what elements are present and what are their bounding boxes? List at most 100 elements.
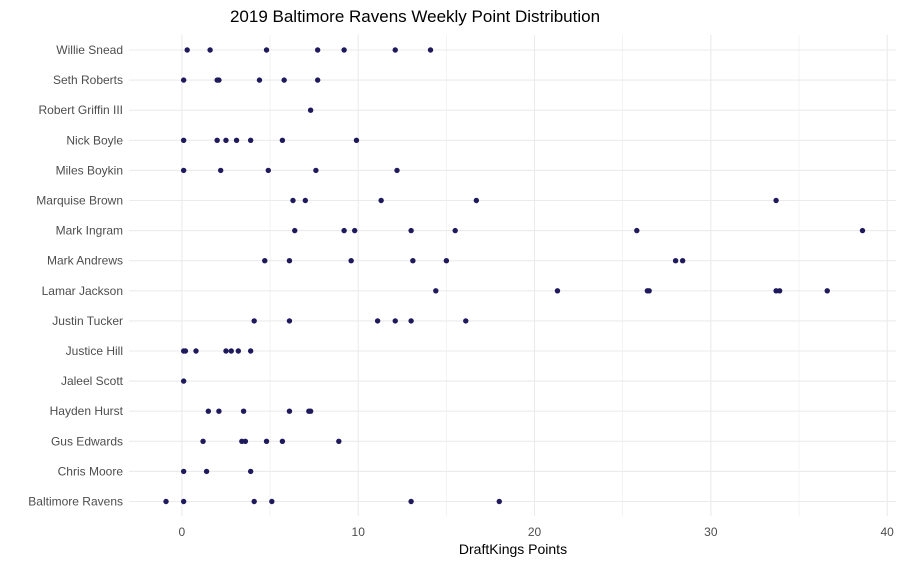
data-point [180, 498, 187, 505]
data-point [392, 318, 398, 324]
data-point [496, 498, 502, 505]
data-point [203, 468, 210, 475]
data-point [408, 227, 414, 234]
y-tick-label: Gus Edwards [51, 434, 123, 448]
data-point [251, 498, 257, 505]
y-tick-label: Baltimore Ravens [28, 495, 123, 509]
data-point [314, 77, 321, 83]
y-tick-label: Mark Ingram [56, 224, 123, 238]
y-tick-label: Justin Tucker [52, 314, 123, 328]
chart-title: 2019 Baltimore Ravens Weekly Point Distr… [230, 7, 600, 26]
data-point [180, 167, 187, 174]
data-point [263, 438, 270, 444]
data-point [207, 47, 213, 53]
data-point [313, 167, 319, 174]
data-point [242, 438, 249, 444]
y-tick-label: Willie Snead [56, 43, 123, 57]
data-point [240, 408, 247, 414]
data-point [223, 137, 229, 143]
data-point [223, 348, 229, 354]
data-point [281, 77, 287, 83]
x-tick-label: 10 [352, 525, 366, 539]
data-point [314, 47, 321, 53]
data-point [200, 438, 206, 444]
data-point [302, 197, 309, 204]
data-point [217, 167, 224, 174]
data-point [374, 318, 381, 324]
data-point [341, 47, 347, 53]
data-point [286, 408, 293, 414]
data-point [286, 318, 293, 324]
data-point [634, 227, 640, 234]
data-point [341, 227, 347, 234]
data-point [773, 197, 779, 204]
data-point [427, 47, 434, 53]
data-point [378, 197, 384, 204]
y-tick-label: Justice Hill [66, 344, 123, 358]
y-tick-label: Chris Moore [58, 464, 124, 478]
x-axis: 0 10 20 30 40 [179, 525, 895, 539]
data-point [408, 318, 414, 324]
data-point [180, 77, 187, 83]
data-points [163, 47, 866, 505]
data-point [180, 137, 187, 143]
data-point [672, 258, 679, 264]
data-point [216, 408, 222, 414]
data-point [336, 438, 342, 444]
data-point [263, 47, 270, 53]
data-point [184, 47, 190, 53]
y-tick-label: Lamar Jackson [42, 284, 123, 298]
y-tick-label: Mark Andrews [47, 254, 123, 268]
x-tick-label: 20 [528, 525, 542, 539]
data-point [292, 227, 298, 234]
data-point [433, 288, 439, 294]
data-point [824, 288, 830, 294]
data-point [180, 378, 187, 384]
data-point [247, 137, 254, 143]
x-tick-label: 30 [704, 525, 718, 539]
data-point [679, 258, 686, 264]
data-point [776, 288, 783, 294]
data-point [279, 137, 286, 143]
data-point [554, 288, 561, 294]
data-point [443, 258, 450, 264]
data-point [193, 348, 199, 354]
data-point [228, 348, 234, 354]
data-point [256, 77, 263, 83]
data-point [452, 227, 458, 234]
x-tick-label: 40 [881, 525, 895, 539]
grid [129, 35, 896, 516]
data-point [182, 348, 189, 354]
data-point [307, 408, 314, 414]
data-point [463, 318, 469, 324]
data-point [353, 137, 360, 143]
data-point [205, 408, 212, 414]
y-tick-label: Marquise Brown [36, 194, 123, 208]
x-tick-label: 0 [179, 525, 186, 539]
data-point [251, 318, 257, 324]
data-point [163, 498, 169, 505]
y-tick-label: Miles Boykin [56, 163, 123, 177]
data-point [410, 258, 416, 264]
x-axis-label: DraftKings Points [459, 541, 567, 557]
data-point [348, 258, 354, 264]
data-point [394, 167, 400, 174]
data-point [269, 498, 275, 505]
data-point [265, 167, 271, 174]
y-axis: Willie Snead Seth Roberts Robert Griffin I… [28, 43, 123, 509]
data-point [180, 468, 187, 475]
data-point [646, 288, 652, 294]
data-point [262, 258, 268, 264]
data-point [859, 227, 866, 234]
data-point [247, 348, 254, 354]
data-point [279, 438, 286, 444]
data-point [247, 468, 254, 475]
data-point [307, 107, 314, 113]
data-point [473, 197, 480, 204]
data-point [235, 348, 242, 354]
data-point [233, 137, 240, 143]
data-point [290, 197, 296, 204]
data-point [216, 77, 222, 83]
y-tick-label: Jaleel Scott [61, 374, 124, 388]
